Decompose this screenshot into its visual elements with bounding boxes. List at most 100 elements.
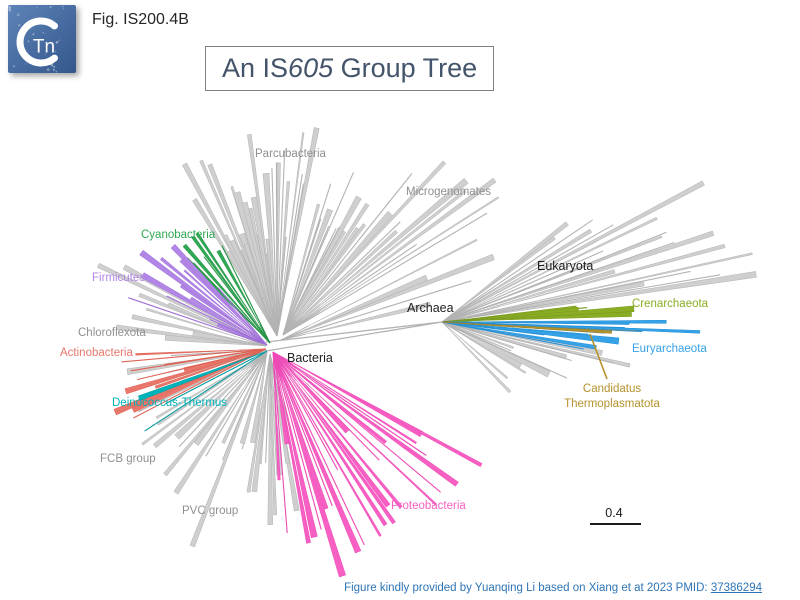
- branch-line: [203, 256, 264, 334]
- branch-wedge: [270, 364, 277, 516]
- branch-wedge: [479, 269, 616, 312]
- branch-stem: [246, 351, 268, 384]
- branch-wedge: [139, 249, 262, 342]
- branch-wedge: [157, 352, 267, 426]
- speckle: [49, 5, 52, 9]
- branch-line: [165, 357, 255, 405]
- clade-label-microgenomates: Microgenomates: [406, 186, 491, 198]
- clade-label-cyanobacteria: Cyanobacteria: [141, 229, 216, 241]
- branch-wedge: [279, 357, 387, 445]
- branch-wedge: [282, 366, 388, 527]
- title-box: An IS605 Group Tree: [205, 46, 495, 91]
- title-prefix: An IS: [222, 53, 289, 83]
- branch-wedge: [449, 228, 593, 318]
- branch-line: [273, 353, 365, 546]
- branch-wedge: [267, 370, 273, 525]
- branch-wedge: [170, 243, 262, 340]
- branch-line: [471, 224, 614, 306]
- branch-wedge: [464, 281, 645, 318]
- branch-wedge: [442, 322, 512, 394]
- tree-branches: [96, 127, 757, 578]
- branch-wedge: [291, 253, 495, 337]
- branch-line: [277, 183, 305, 331]
- branch-line: [289, 172, 355, 319]
- branch-wedge: [466, 321, 630, 325]
- pmid-link[interactable]: 37386294: [710, 582, 762, 594]
- clade-label-euryarchaeota: Euryarchaeota: [632, 343, 707, 355]
- branch-wedge: [291, 189, 467, 329]
- clade-label-candidatus-line1: Candidatus: [583, 383, 641, 395]
- clade-proteobacteria: [272, 351, 459, 578]
- branch-wedge: [140, 272, 257, 340]
- branch-wedge: [460, 330, 551, 378]
- branch-wedge: [307, 238, 478, 327]
- title-italic: 605: [288, 53, 334, 83]
- branch-wedge: [467, 230, 715, 314]
- branch-wedge: [276, 162, 281, 300]
- clade-crenarchaeota: [441, 305, 635, 323]
- clade-label-firmicutes: Firmicutes: [92, 272, 145, 284]
- clade-label-chloroflexota: Chloroflexota: [78, 327, 146, 339]
- euryarchaeota-long-branch: [441, 321, 701, 334]
- branch-line: [309, 173, 413, 302]
- branch-stem: [266, 353, 271, 372]
- branch-wedge: [449, 324, 514, 350]
- caption-text: Figure kindly provided by Yuanqing Li ba…: [344, 582, 711, 594]
- branch-stem: [264, 333, 271, 344]
- branch-wedge: [296, 380, 403, 509]
- branch-wedge: [441, 321, 613, 334]
- branch-wedge: [135, 349, 252, 356]
- branch-wedge: [304, 301, 431, 335]
- branch-line: [451, 241, 675, 320]
- clade-archaea-lower-gray-short: [441, 321, 568, 379]
- speckle: [12, 65, 15, 68]
- branch-wedge: [289, 375, 396, 525]
- logo-c-arc: [16, 17, 58, 67]
- clade-label-proteobacteria: Proteobacteria: [391, 500, 466, 512]
- branch-wedge: [145, 307, 242, 339]
- branch-line: [462, 324, 545, 336]
- clade-label-fcb-group: FCB group: [100, 453, 156, 465]
- branch-wedge: [300, 229, 399, 319]
- branch-wedge: [284, 160, 447, 334]
- branch-wedge: [280, 378, 347, 578]
- speckle: [8, 6, 11, 9]
- branch-wedge: [299, 274, 429, 333]
- clade-label-actinobacteria: Actinobacteria: [60, 347, 133, 359]
- branch-line: [209, 318, 263, 344]
- branch-wedge: [441, 180, 705, 323]
- branch-line: [457, 231, 667, 317]
- branch-line: [166, 295, 251, 338]
- branch-wedge: [289, 230, 347, 324]
- tn-logo: Tn: [8, 5, 76, 73]
- clade-label-bacteria: Bacteria: [287, 351, 333, 365]
- branch-wedge: [221, 361, 263, 444]
- branch-line: [221, 368, 261, 461]
- branch-line: [455, 327, 568, 379]
- branch-wedge: [239, 371, 263, 445]
- branch-line: [451, 250, 604, 319]
- branch-line: [444, 270, 691, 323]
- branch-wedge: [193, 363, 259, 446]
- branch-wedge: [246, 371, 268, 493]
- branch-line: [294, 243, 417, 328]
- branch-wedge: [216, 249, 260, 325]
- clade-eukaryota-fan-shallow: [441, 216, 726, 323]
- branch-wedge: [229, 239, 272, 324]
- branch-line: [283, 218, 322, 331]
- branch-line: [271, 167, 277, 315]
- branch-stem: [264, 350, 268, 353]
- branch-line: [449, 323, 614, 364]
- eukaryota-long-branch: [441, 180, 705, 323]
- branch-wedge: [449, 328, 509, 380]
- branch-wedge: [282, 381, 329, 510]
- branch-wedge: [207, 163, 273, 323]
- branch-wedge: [320, 177, 497, 308]
- branch-line: [265, 361, 271, 463]
- clade-microgenomates-fan-steep: [282, 172, 370, 336]
- branch-wedge: [295, 202, 370, 316]
- clade-label-eukaryota: Eukaryota: [537, 259, 593, 273]
- clade-deinococcus-thermus: [137, 350, 268, 432]
